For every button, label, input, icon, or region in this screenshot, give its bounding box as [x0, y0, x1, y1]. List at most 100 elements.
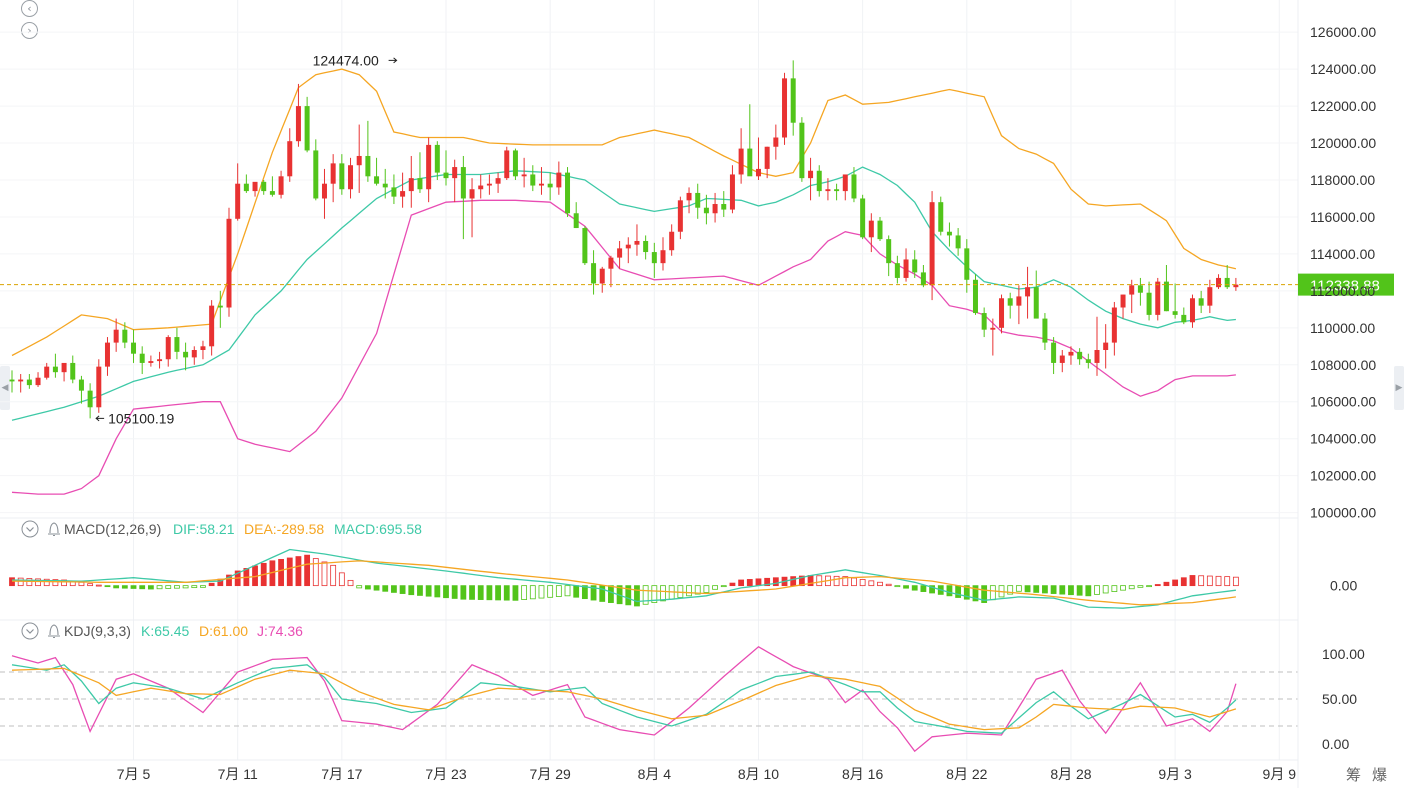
- candle[interactable]: [434, 141, 440, 180]
- candle-body[interactable]: [825, 189, 831, 192]
- candle-body[interactable]: [1207, 287, 1213, 306]
- candle-body[interactable]: [1129, 285, 1135, 295]
- candle-body[interactable]: [200, 346, 206, 350]
- candle[interactable]: [1129, 279, 1135, 314]
- candle[interactable]: [426, 137, 432, 203]
- candle-body[interactable]: [269, 191, 275, 195]
- chips-button[interactable]: 筹: [1346, 766, 1362, 784]
- candle[interactable]: [929, 191, 935, 301]
- candle-body[interactable]: [1016, 296, 1022, 306]
- candle[interactable]: [981, 307, 987, 338]
- candle-body[interactable]: [1094, 350, 1100, 363]
- candle[interactable]: [955, 228, 961, 256]
- candle-body[interactable]: [738, 148, 744, 175]
- candle-body[interactable]: [538, 183, 544, 186]
- candle-body[interactable]: [773, 137, 779, 147]
- candle[interactable]: [348, 157, 354, 199]
- candle-body[interactable]: [426, 144, 432, 190]
- candle-body[interactable]: [113, 329, 119, 343]
- candle-body[interactable]: [460, 167, 466, 199]
- candle[interactable]: [96, 359, 102, 413]
- candle-body[interactable]: [634, 240, 640, 245]
- candle[interactable]: [374, 157, 380, 186]
- candle-body[interactable]: [565, 172, 571, 214]
- candle-body[interactable]: [417, 178, 423, 190]
- candle-body[interactable]: [122, 329, 128, 343]
- candle[interactable]: [816, 165, 822, 197]
- candle-body[interactable]: [209, 305, 215, 347]
- candle[interactable]: [243, 174, 249, 193]
- candle[interactable]: [131, 329, 137, 363]
- candle-body[interactable]: [1085, 359, 1091, 363]
- candle-body[interactable]: [677, 200, 683, 232]
- macd-panel[interactable]: [9, 548, 1239, 609]
- candle-body[interactable]: [617, 248, 623, 258]
- candle[interactable]: [738, 128, 744, 184]
- candle-body[interactable]: [591, 263, 597, 284]
- candle[interactable]: [165, 335, 171, 367]
- candle-body[interactable]: [790, 78, 796, 123]
- candle-body[interactable]: [1137, 285, 1143, 293]
- candle[interactable]: [478, 174, 484, 199]
- candle-body[interactable]: [799, 122, 805, 179]
- candle[interactable]: [608, 255, 614, 288]
- candle[interactable]: [617, 240, 623, 269]
- candle[interactable]: [191, 346, 197, 365]
- candle-body[interactable]: [35, 377, 41, 386]
- candle-body[interactable]: [712, 204, 718, 214]
- candle[interactable]: [495, 172, 501, 193]
- candle-body[interactable]: [217, 305, 223, 308]
- right-expand-arrow-icon[interactable]: ▶: [1394, 366, 1404, 410]
- candle-body[interactable]: [261, 181, 267, 192]
- candle-body[interactable]: [26, 379, 32, 386]
- candle[interactable]: [773, 124, 779, 160]
- candle-body[interactable]: [860, 198, 866, 238]
- candle[interactable]: [1120, 294, 1126, 319]
- candle[interactable]: [938, 196, 944, 236]
- candle[interactable]: [87, 383, 93, 419]
- candle-body[interactable]: [1224, 277, 1230, 288]
- candle-body[interactable]: [573, 213, 579, 229]
- candle[interactable]: [582, 226, 588, 265]
- candle-body[interactable]: [78, 379, 84, 391]
- candle[interactable]: [599, 266, 605, 293]
- candle[interactable]: [972, 274, 978, 315]
- candle-body[interactable]: [374, 176, 380, 184]
- scroll-next-button[interactable]: ›: [21, 22, 38, 39]
- candle-body[interactable]: [1007, 298, 1013, 306]
- candle-body[interactable]: [894, 263, 900, 278]
- candle[interactable]: [538, 167, 544, 195]
- candle[interactable]: [1007, 292, 1013, 319]
- candle[interactable]: [556, 161, 562, 195]
- candle-body[interactable]: [278, 176, 284, 195]
- candle[interactable]: [1216, 274, 1222, 290]
- candle-body[interactable]: [44, 366, 50, 378]
- candle-body[interactable]: [400, 191, 406, 197]
- candle-body[interactable]: [226, 218, 232, 308]
- candle-body[interactable]: [625, 244, 631, 249]
- candle[interactable]: [486, 174, 492, 195]
- candle[interactable]: [634, 224, 640, 256]
- candle-body[interactable]: [61, 362, 67, 373]
- candle-body[interactable]: [139, 353, 145, 363]
- candle[interactable]: [183, 342, 189, 371]
- candle[interactable]: [226, 207, 232, 317]
- kdj-panel[interactable]: [11, 646, 1237, 753]
- candle-body[interactable]: [643, 240, 649, 253]
- candle-body[interactable]: [408, 178, 414, 192]
- candle[interactable]: [148, 355, 154, 367]
- candle-body[interactable]: [929, 202, 935, 286]
- candle-body[interactable]: [1025, 287, 1031, 297]
- macd-bell-icon[interactable]: [48, 522, 60, 537]
- candle[interactable]: [1042, 313, 1048, 350]
- candle[interactable]: [356, 124, 362, 193]
- candle[interactable]: [999, 294, 1005, 334]
- candle-body[interactable]: [816, 170, 822, 192]
- candle-body[interactable]: [903, 259, 909, 278]
- candle-body[interactable]: [946, 231, 952, 236]
- candles[interactable]: [9, 60, 1239, 419]
- candle-body[interactable]: [1111, 307, 1117, 343]
- candle[interactable]: [295, 83, 301, 147]
- candle-body[interactable]: [972, 279, 978, 314]
- candle[interactable]: [1051, 337, 1057, 375]
